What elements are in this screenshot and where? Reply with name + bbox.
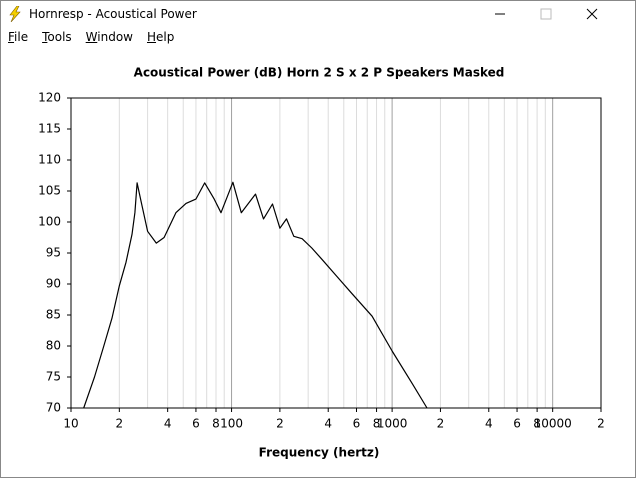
y-tick-label: 105 <box>38 184 61 198</box>
close[interactable] <box>586 8 598 20</box>
plot-area <box>71 98 601 408</box>
x-tick-label: 100 <box>220 417 243 431</box>
chart-title: Acoustical Power (dB) Horn 2 S x 2 P Spe… <box>134 66 505 80</box>
x-tick-label: 8 <box>533 417 541 431</box>
menu-bar: File Tools Window Help <box>1 27 635 47</box>
menu-item[interactable]: File <box>8 30 29 44</box>
x-tick-label: 8 <box>212 417 220 431</box>
x-tick-label: 2 <box>437 417 445 431</box>
maximize[interactable] <box>540 8 552 20</box>
y-tick-label: 75 <box>46 370 61 384</box>
x-tick-label: 8 <box>373 417 381 431</box>
y-tick-label: 110 <box>38 153 61 167</box>
x-tick-label: 4 <box>164 417 172 431</box>
title-bar: Hornresp - Acoustical Power <box>1 1 635 27</box>
x-axis-label: Frequency (hertz) <box>259 446 380 460</box>
x-tick-label: 6 <box>192 417 200 431</box>
x-tick-label: 6 <box>353 417 361 431</box>
window-title: Hornresp - Acoustical Power <box>29 7 197 21</box>
window-controls[interactable] <box>485 1 635 27</box>
menu-item[interactable]: Window <box>85 30 133 44</box>
menu-item[interactable]: Tools <box>42 30 72 44</box>
y-tick-label: 80 <box>46 339 61 353</box>
x-tick-label: 10 <box>63 417 78 431</box>
x-tick-label: 2 <box>276 417 284 431</box>
menu-item[interactable]: Help <box>147 30 175 44</box>
power-curve <box>83 181 428 409</box>
y-tick-label: 90 <box>46 277 61 291</box>
x-tick-label: 2 <box>116 417 124 431</box>
plot-border <box>70 97 602 409</box>
x-tick-label: 2 <box>597 417 605 431</box>
y-tick-label: 85 <box>46 308 61 322</box>
y-tick-label: 115 <box>38 122 61 136</box>
x-tick-label: 4 <box>324 417 332 431</box>
y-tick-label: 120 <box>38 91 61 105</box>
y-tick-label: 95 <box>46 246 61 260</box>
y-tick-label: 70 <box>46 401 61 415</box>
chart: Acoustical Power (dB) Horn 2 S x 2 P Spe… <box>38 66 605 460</box>
x-tick-label: 4 <box>485 417 493 431</box>
app-icon <box>9 6 21 22</box>
y-tick-label: 100 <box>38 215 61 229</box>
x-tick-label: 6 <box>513 417 521 431</box>
x-tick-label: 10000 <box>534 417 572 431</box>
x-tick-label: 1000 <box>377 417 408 431</box>
